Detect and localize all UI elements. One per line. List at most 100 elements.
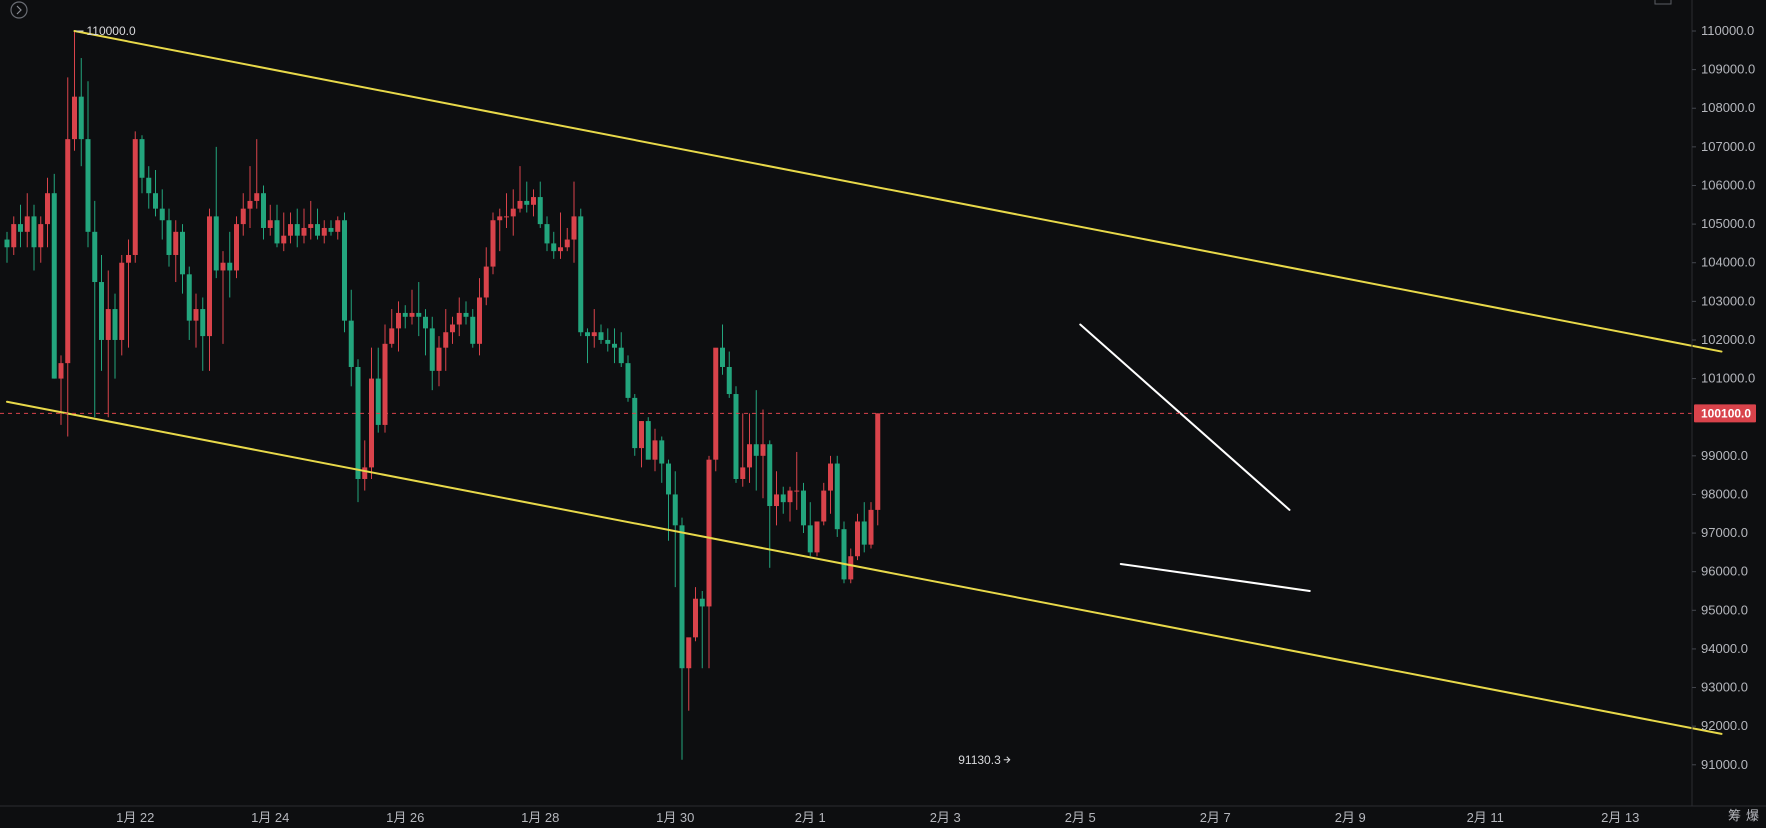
candle[interactable] bbox=[288, 212, 293, 244]
candle[interactable] bbox=[119, 254, 125, 356]
candle[interactable] bbox=[139, 135, 145, 194]
candle[interactable] bbox=[254, 139, 260, 209]
candle[interactable] bbox=[774, 471, 779, 526]
candle[interactable] bbox=[517, 166, 523, 213]
candle[interactable] bbox=[396, 301, 401, 352]
candle[interactable] bbox=[875, 413, 881, 526]
candle[interactable] bbox=[598, 324, 604, 344]
candle[interactable] bbox=[753, 390, 759, 491]
candle[interactable] bbox=[402, 305, 408, 329]
candle[interactable] bbox=[247, 166, 253, 228]
candle[interactable] bbox=[726, 351, 732, 398]
candle[interactable] bbox=[477, 278, 482, 356]
candle[interactable] bbox=[861, 502, 867, 553]
candle[interactable] bbox=[389, 309, 395, 348]
candle[interactable] bbox=[436, 336, 442, 387]
candle[interactable] bbox=[652, 428, 658, 472]
candle[interactable] bbox=[153, 170, 158, 217]
candle[interactable] bbox=[483, 247, 489, 306]
candle[interactable] bbox=[207, 208, 212, 371]
candle[interactable] bbox=[186, 266, 192, 340]
candle[interactable] bbox=[713, 347, 719, 472]
candle[interactable] bbox=[335, 216, 341, 240]
candle[interactable] bbox=[672, 471, 678, 588]
candle[interactable] bbox=[321, 220, 327, 244]
candle[interactable] bbox=[578, 208, 584, 337]
candle[interactable] bbox=[564, 227, 570, 252]
candle[interactable] bbox=[497, 208, 503, 252]
candle[interactable] bbox=[571, 181, 577, 263]
current-price-tag[interactable]: 100100.0 bbox=[1694, 404, 1756, 423]
candle[interactable] bbox=[429, 316, 435, 391]
candle[interactable] bbox=[126, 239, 131, 348]
candle[interactable] bbox=[585, 328, 590, 364]
candle[interactable] bbox=[828, 455, 833, 514]
candle[interactable] bbox=[200, 297, 206, 371]
candle[interactable] bbox=[841, 521, 847, 584]
candle[interactable] bbox=[261, 185, 266, 240]
candle[interactable] bbox=[760, 409, 766, 499]
wedge-upper-line[interactable] bbox=[1079, 323, 1291, 511]
candle[interactable] bbox=[281, 212, 287, 252]
candle[interactable] bbox=[463, 301, 469, 325]
candle[interactable] bbox=[490, 212, 496, 275]
candle[interactable] bbox=[382, 324, 388, 433]
candle[interactable] bbox=[787, 486, 793, 522]
wedge-lower-line[interactable] bbox=[1119, 562, 1311, 592]
candle[interactable] bbox=[537, 181, 543, 228]
candle[interactable] bbox=[456, 297, 462, 337]
candle[interactable] bbox=[551, 231, 557, 259]
candle[interactable] bbox=[227, 231, 233, 298]
candle[interactable] bbox=[38, 216, 44, 263]
candle[interactable] bbox=[240, 193, 246, 236]
channel-upper-line[interactable] bbox=[73, 30, 1723, 353]
candle[interactable] bbox=[423, 309, 428, 356]
candle[interactable] bbox=[814, 521, 820, 557]
candle[interactable] bbox=[531, 189, 536, 217]
candle[interactable] bbox=[18, 204, 23, 248]
candle[interactable] bbox=[24, 193, 30, 248]
candle[interactable] bbox=[105, 270, 111, 418]
candle[interactable] bbox=[443, 309, 449, 371]
candle[interactable] bbox=[328, 220, 334, 236]
candle[interactable] bbox=[558, 212, 563, 259]
candle[interactable] bbox=[180, 224, 185, 294]
candle[interactable] bbox=[294, 208, 300, 248]
candle[interactable] bbox=[625, 355, 631, 402]
candle[interactable] bbox=[801, 482, 806, 534]
candle[interactable] bbox=[11, 216, 17, 255]
candle[interactable] bbox=[355, 359, 361, 503]
candle[interactable] bbox=[767, 440, 773, 568]
price-axis[interactable]: 110000.0 109000.0 108000.0 107000.0 106000.0… bbox=[1691, 0, 1756, 806]
candle[interactable] bbox=[693, 587, 698, 642]
candle[interactable] bbox=[720, 324, 725, 375]
candle[interactable] bbox=[524, 181, 530, 213]
candle[interactable] bbox=[342, 212, 347, 333]
candle[interactable] bbox=[416, 282, 422, 337]
candle[interactable] bbox=[612, 328, 617, 364]
candle[interactable] bbox=[274, 204, 280, 248]
candle[interactable] bbox=[85, 81, 91, 248]
candle[interactable] bbox=[193, 293, 199, 348]
candle[interactable] bbox=[679, 517, 685, 760]
candle[interactable] bbox=[308, 200, 314, 240]
candle[interactable] bbox=[632, 394, 638, 456]
candle[interactable] bbox=[112, 293, 118, 379]
candle[interactable] bbox=[834, 455, 840, 537]
candle[interactable] bbox=[821, 482, 827, 526]
candle[interactable] bbox=[173, 220, 179, 283]
candle[interactable] bbox=[794, 451, 800, 510]
candle[interactable] bbox=[301, 208, 307, 244]
candle[interactable] bbox=[504, 193, 509, 228]
candle[interactable] bbox=[132, 131, 138, 263]
candle[interactable] bbox=[470, 309, 476, 348]
candle[interactable] bbox=[166, 208, 172, 267]
candle[interactable] bbox=[605, 328, 611, 352]
candle[interactable] bbox=[409, 289, 415, 325]
candle[interactable] bbox=[315, 208, 320, 240]
candle[interactable] bbox=[780, 486, 786, 514]
candle[interactable] bbox=[51, 173, 57, 379]
candle[interactable] bbox=[146, 166, 152, 209]
candle[interactable] bbox=[855, 513, 860, 561]
candle[interactable] bbox=[220, 251, 226, 344]
